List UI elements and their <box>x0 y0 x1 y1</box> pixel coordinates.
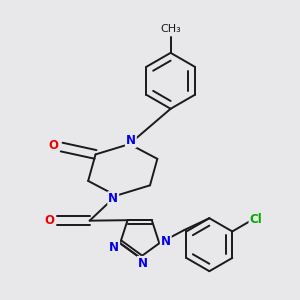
Text: N: N <box>108 192 118 205</box>
Text: N: N <box>161 235 171 248</box>
Text: Cl: Cl <box>250 213 262 226</box>
Text: O: O <box>48 139 59 152</box>
Text: O: O <box>44 214 54 227</box>
Text: N: N <box>138 257 148 270</box>
Text: N: N <box>109 241 119 254</box>
Text: CH₃: CH₃ <box>160 24 181 34</box>
Text: N: N <box>126 134 136 147</box>
